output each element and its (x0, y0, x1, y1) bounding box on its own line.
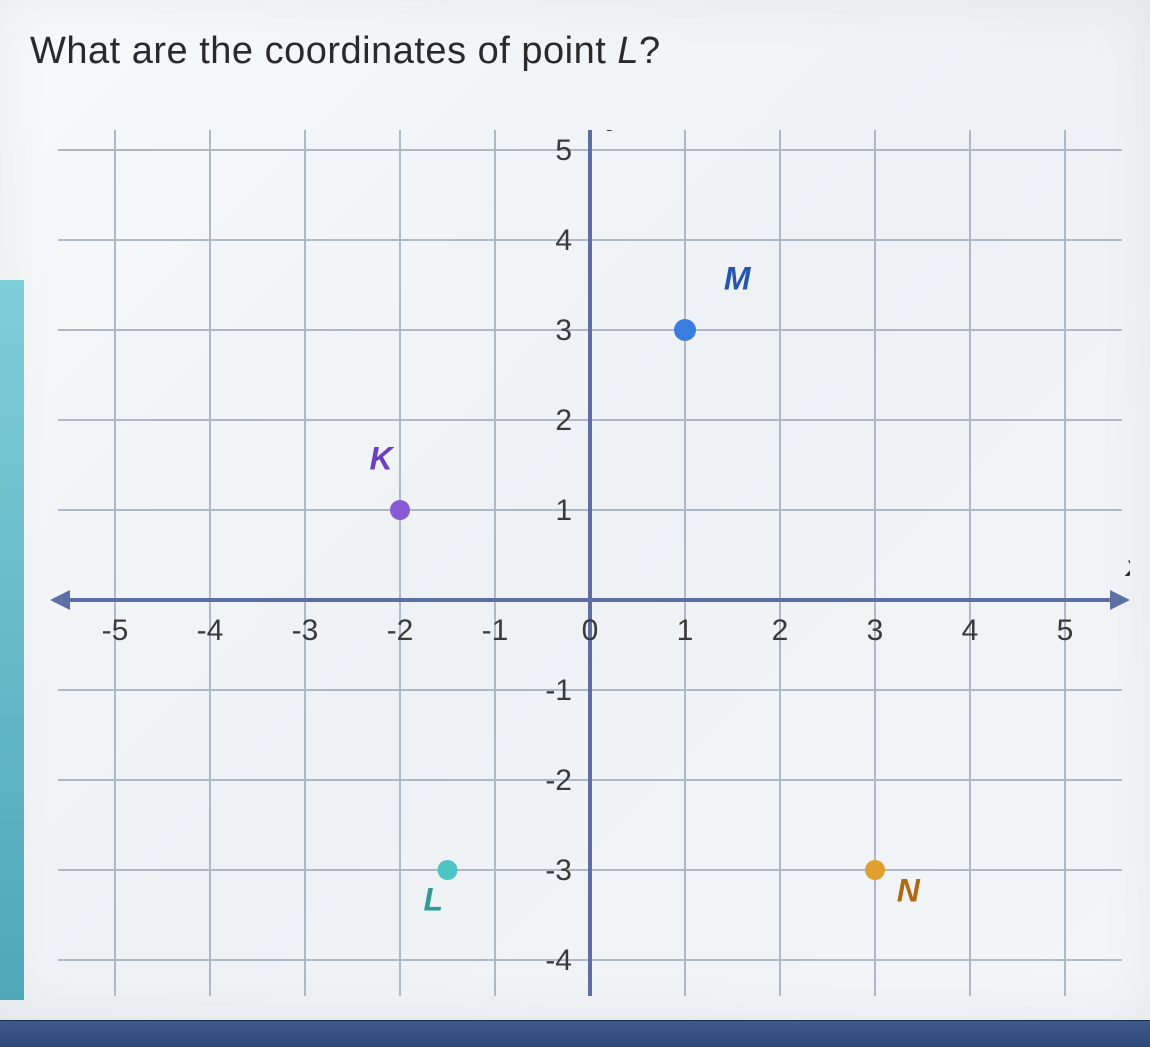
question-text: What are the coordinates of point L? (30, 30, 661, 73)
y-tick-label: -4 (545, 944, 572, 977)
question-prefix: What are the coordinates of point (30, 30, 617, 72)
point-label-n: N (897, 873, 921, 909)
point-label-l: L (423, 882, 443, 918)
left-color-strip (0, 280, 24, 1000)
point-m[interactable] (674, 319, 696, 341)
x-tick-label: 2 (772, 614, 789, 647)
x-tick-label: 4 (962, 614, 979, 647)
question-variable: L (617, 30, 639, 72)
chart-svg: -5 -4 -3 -2 -1 0 1 2 3 4 5 -4 -3 -2 -1 1 2 3 4 5 x y K M L N (50, 130, 1130, 1000)
worksheet-sheet: What are the coordinates of point L? -5-… (0, 0, 1150, 1020)
y-tick-label: 2 (555, 404, 572, 437)
x-axis-label: x (1124, 550, 1130, 583)
taskbar[interactable] (0, 1020, 1150, 1047)
y-tick-label: 3 (555, 314, 572, 347)
x-tick-label: 5 (1057, 614, 1074, 647)
x-tick-label: 3 (867, 614, 884, 647)
point-l[interactable] (438, 860, 458, 880)
y-tick-label: 4 (555, 224, 572, 257)
x-tick-label: -5 (102, 614, 129, 647)
x-tick-label: -1 (482, 614, 509, 647)
y-tick-label: -3 (545, 854, 572, 887)
x-tick-label: -3 (292, 614, 319, 647)
x-tick-label: -2 (387, 614, 414, 647)
y-tick-label: 5 (555, 134, 572, 167)
x-tick-label: 1 (677, 614, 694, 647)
point-n[interactable] (865, 860, 885, 880)
y-tick-label: -1 (545, 674, 572, 707)
point-label-k: K (369, 441, 395, 477)
y-axis-label: y (606, 130, 626, 132)
y-tick-label: -2 (545, 764, 572, 797)
x-tick-label: 0 (582, 614, 599, 647)
point-label-m: M (724, 261, 752, 297)
point-k[interactable] (390, 500, 410, 520)
coordinate-chart: -5 -4 -3 -2 -1 0 1 2 3 4 5 -4 -3 -2 -1 1 2 3 4 5 x y K M L N (50, 130, 1130, 1000)
y-tick-label: 1 (555, 494, 572, 527)
question-suffix: ? (639, 30, 661, 72)
x-tick-label: -4 (197, 614, 224, 647)
